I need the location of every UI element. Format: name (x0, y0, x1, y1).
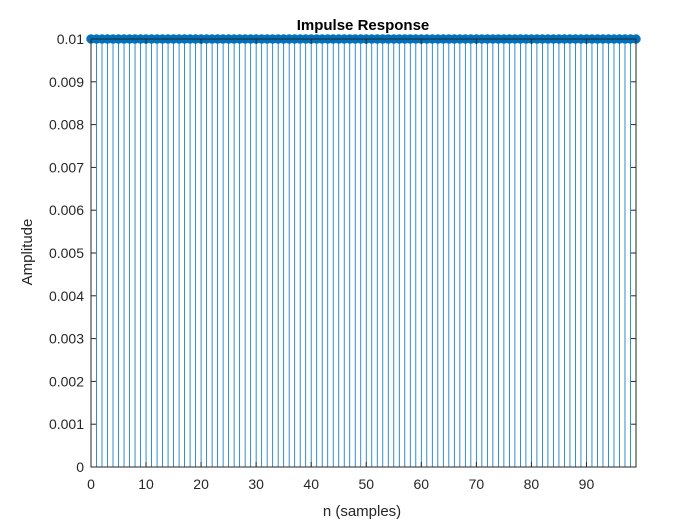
y-tick-label: 0.005 (49, 245, 84, 261)
x-tick-label: 80 (524, 476, 540, 492)
y-tick-label: 0.001 (49, 416, 84, 432)
x-tick-label: 90 (579, 476, 595, 492)
x-tick-label: 70 (469, 476, 485, 492)
x-tick-label: 0 (87, 476, 95, 492)
x-tick-label: 30 (248, 476, 264, 492)
x-tick-label: 40 (303, 476, 319, 492)
y-tick-labels: 0 0.001 0.002 0.003 0.004 0.005 0.006 0.007 0.00… (49, 31, 84, 475)
axes (90, 38, 637, 468)
x-tick-label: 20 (193, 476, 209, 492)
y-axis-label: Amplitude (19, 219, 36, 286)
y-tick-label: 0.006 (49, 202, 84, 218)
x-tick-labels: 0 10 20 30 40 50 60 70 80 90 (87, 476, 594, 492)
y-tick-label: 0.007 (49, 159, 84, 175)
y-tick-label: 0 (76, 459, 84, 475)
x-tick-label: 10 (138, 476, 154, 492)
y-tick-label: 0.008 (49, 117, 84, 133)
y-tick-label: 0.004 (49, 288, 84, 304)
y-tick-label: 0.003 (49, 331, 84, 347)
y-tick-label: 0.01 (57, 31, 84, 47)
x-tick-label: 60 (414, 476, 430, 492)
x-axis-label: n (samples) (323, 503, 401, 520)
y-tick-label: 0.009 (49, 74, 84, 90)
x-tick-label: 50 (358, 476, 374, 492)
chart-title: Impulse Response (297, 17, 430, 34)
y-tick-label: 0.002 (49, 373, 84, 389)
